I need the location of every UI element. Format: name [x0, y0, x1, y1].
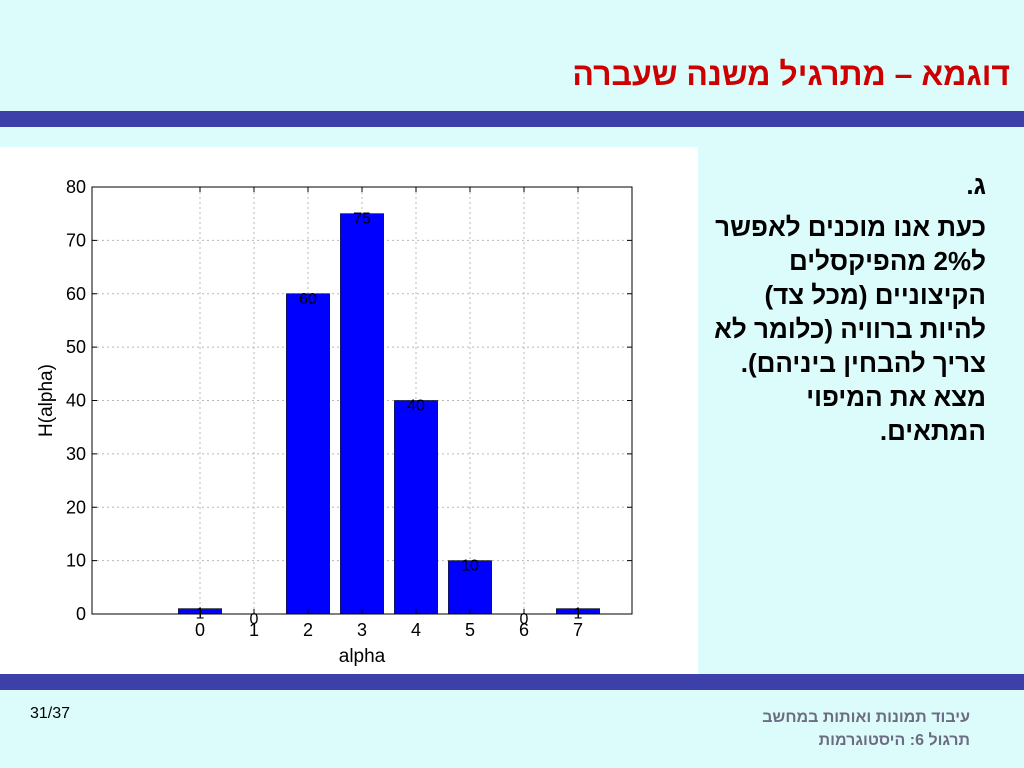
- exercise-line: להיות ברוויה (כלומר לא: [714, 314, 986, 344]
- bar-value-label: 40: [407, 398, 425, 415]
- x-axis-title: alpha: [339, 646, 386, 667]
- y-tick-label: 40: [66, 391, 86, 411]
- exercise-line: מצא את המיפוי: [806, 382, 986, 412]
- bar-value-label: 0: [250, 611, 259, 628]
- y-tick-label: 60: [66, 284, 86, 304]
- y-tick-label: 80: [66, 177, 86, 197]
- x-tick-label: 6: [519, 620, 529, 640]
- exercise-line: ל2% מהפיקסלים: [789, 246, 986, 276]
- bar-value-label: 75: [353, 211, 371, 228]
- exercise-line: צריך להבחין ביניהם).: [740, 348, 986, 378]
- bar-value-label: 1: [574, 606, 583, 623]
- bars-layer: [178, 213, 600, 615]
- bar: [394, 400, 438, 615]
- bar-value-label: 0: [520, 611, 529, 628]
- slide-title: דוגמא – מתרגיל משנה שעברה: [572, 56, 1010, 92]
- footer-lesson-name: תרגול 6: היסטוגרמות: [818, 732, 970, 749]
- y-tick-label: 20: [66, 497, 86, 517]
- bar: [286, 293, 330, 615]
- bar-value-label: 60: [299, 291, 317, 308]
- top-divider-band: [0, 111, 1024, 127]
- bar: [340, 213, 384, 615]
- ticks-layer: [92, 186, 632, 615]
- exercise-line: כעת אנו מוכנים לאפשר: [715, 212, 986, 242]
- y-tick-label: 30: [66, 444, 86, 464]
- x-tick-label: 7: [573, 620, 583, 640]
- exercise-line: הקיצוניים (מכל צד): [764, 280, 986, 310]
- x-tick-label: 1: [249, 620, 259, 640]
- y-tick-label: 70: [66, 230, 86, 250]
- footer-course-name: עיבוד תמונות ואותות במחשב: [762, 709, 970, 726]
- exercise-line: המתאים.: [879, 416, 986, 446]
- y-axis-title: H(alpha): [36, 364, 57, 437]
- x-tick-label: 2: [303, 620, 313, 640]
- x-tick-label: 4: [411, 620, 421, 640]
- item-label: ג.: [966, 170, 986, 200]
- y-tick-label: 0: [76, 604, 86, 624]
- x-tick-label: 0: [195, 620, 205, 640]
- y-tick-label: 50: [66, 337, 86, 357]
- bottom-divider-band: [0, 674, 1024, 690]
- bar-value-label: 10: [461, 558, 479, 575]
- x-tick-label: 5: [465, 620, 475, 640]
- bar-value-label: 1: [196, 606, 205, 623]
- exercise-text: ג. כעת אנו מוכנים לאפשר ל2% מהפיקסלים הק…: [646, 168, 986, 448]
- chart-panel: 0 1 2 3 4 5 6 7 0 10 20 30 40 50 60 70 80 1 0 60 75 40 10 0 1 al…: [0, 147, 698, 674]
- x-tick-label: 3: [357, 620, 367, 640]
- page-number: 31/37: [30, 705, 71, 722]
- footer-text: עיבוד תמונות ואותות במחשב תרגול 6: היסטו…: [762, 706, 970, 752]
- y-tick-label: 10: [66, 551, 86, 571]
